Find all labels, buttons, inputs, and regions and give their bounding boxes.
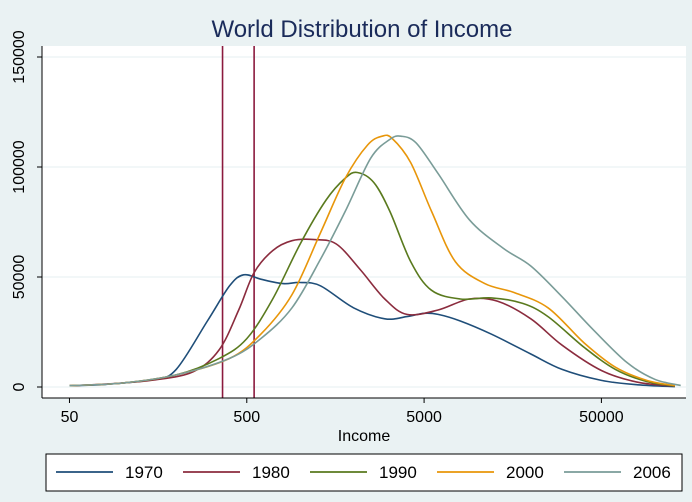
chart-title: World Distribution of Income — [211, 16, 512, 43]
y-tick-label: 150000 — [11, 30, 28, 83]
legend-label-1970: 1970 — [125, 463, 163, 482]
x-ticks: 50 500 5000 50000 — [61, 398, 624, 426]
legend-label-2006: 2006 — [633, 463, 671, 482]
y-tick-label: 100000 — [11, 140, 28, 193]
legend-label-1990: 1990 — [379, 463, 417, 482]
legend-label-2000: 2000 — [506, 463, 544, 482]
x-tick-label: 50 — [61, 409, 79, 426]
y-ticks: 0 50000 100000 150000 — [11, 30, 42, 391]
reference-lines — [221, 46, 255, 398]
plot-background — [42, 46, 686, 398]
x-tick-label: 50000 — [579, 409, 624, 426]
y-tick-label: 50000 — [11, 255, 28, 300]
series-lines — [69, 134, 681, 388]
x-tick-label: 500 — [233, 409, 260, 426]
axes — [41, 46, 686, 399]
grid — [42, 56, 686, 388]
series-line-1970 — [69, 273, 676, 388]
series-line-2006 — [69, 135, 681, 387]
x-tick-label: 5000 — [406, 409, 442, 426]
series-line-1980 — [69, 238, 676, 387]
series-line-1990 — [69, 171, 676, 387]
legend: 1970 1980 1990 2000 2006 — [45, 453, 683, 492]
y-tick-label: 0 — [11, 382, 28, 391]
x-axis-label: Income — [338, 428, 391, 445]
legend-label-1980: 1980 — [252, 463, 290, 482]
